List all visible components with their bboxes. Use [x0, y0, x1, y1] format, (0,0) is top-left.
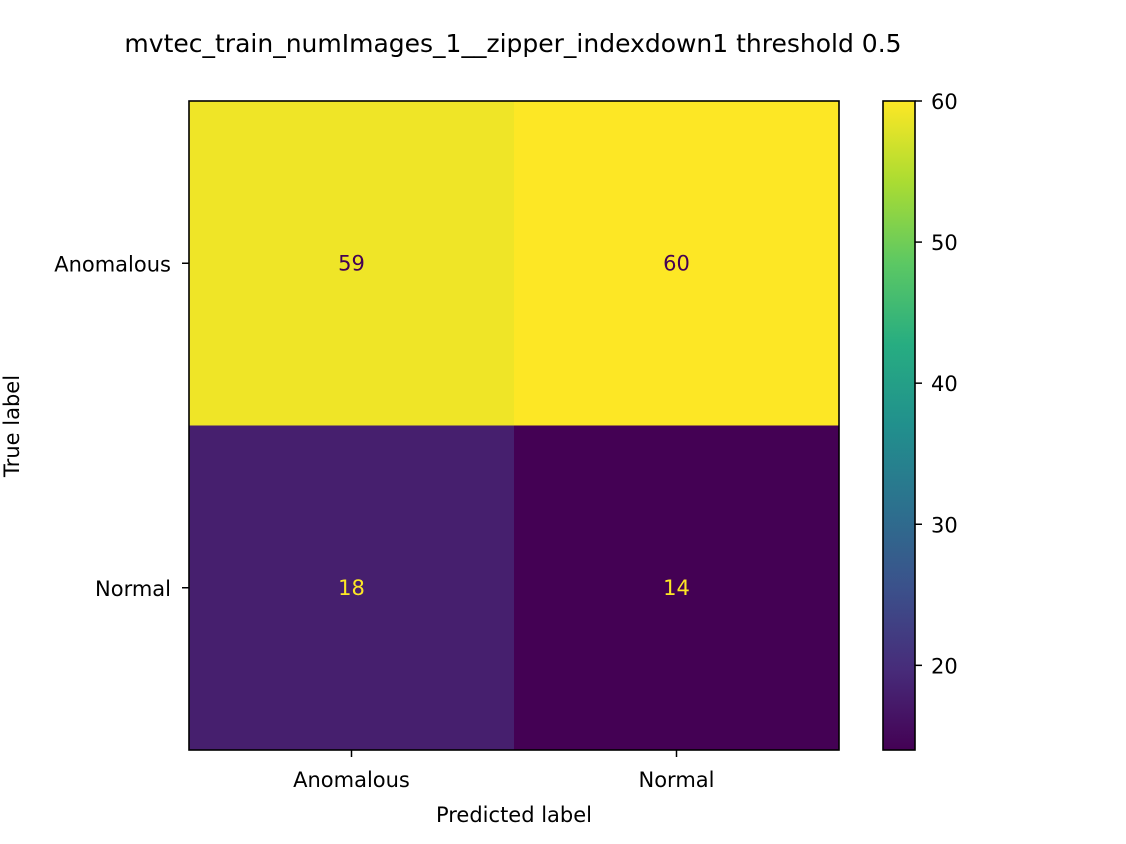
heatmap-cell [189, 101, 515, 426]
colorbar-tick-label: 30 [931, 513, 958, 537]
y-axis-label: True label [0, 375, 24, 478]
y-axis-ticks: Anomalous Normal [54, 252, 189, 601]
colorbar [882, 100, 916, 751]
colorbar-tick-label: 40 [931, 372, 958, 396]
heatmap-cell [514, 101, 840, 426]
colorbar-tick-label: 60 [931, 90, 958, 114]
heatmap-cell [514, 425, 840, 751]
y-tick-label: Anomalous [54, 252, 171, 276]
x-tick-label: Normal [639, 768, 715, 792]
plot-frame [188, 100, 840, 751]
heatmap-cell [189, 425, 515, 751]
chart-title: mvtec_train_numImages_1__zipper_indexdow… [124, 29, 901, 58]
colorbar-tick-label: 20 [931, 654, 958, 678]
x-tick-label: Anomalous [293, 768, 410, 792]
x-axis-ticks: Anomalous Normal [293, 750, 714, 792]
heatmap-cells [189, 101, 840, 751]
cell-value-label: 60 [663, 251, 690, 275]
colorbar-tick-label: 50 [931, 231, 958, 255]
cell-value-label: 14 [663, 576, 690, 600]
cell-value-label: 59 [338, 251, 365, 275]
colorbar-ticks: 20 30 40 50 60 [915, 90, 958, 678]
cell-value-label: 18 [338, 576, 365, 600]
cell-value-labels: 59 60 18 14 [338, 251, 690, 600]
y-tick-label: Normal [95, 577, 171, 601]
x-axis-label: Predicted label [436, 803, 592, 827]
